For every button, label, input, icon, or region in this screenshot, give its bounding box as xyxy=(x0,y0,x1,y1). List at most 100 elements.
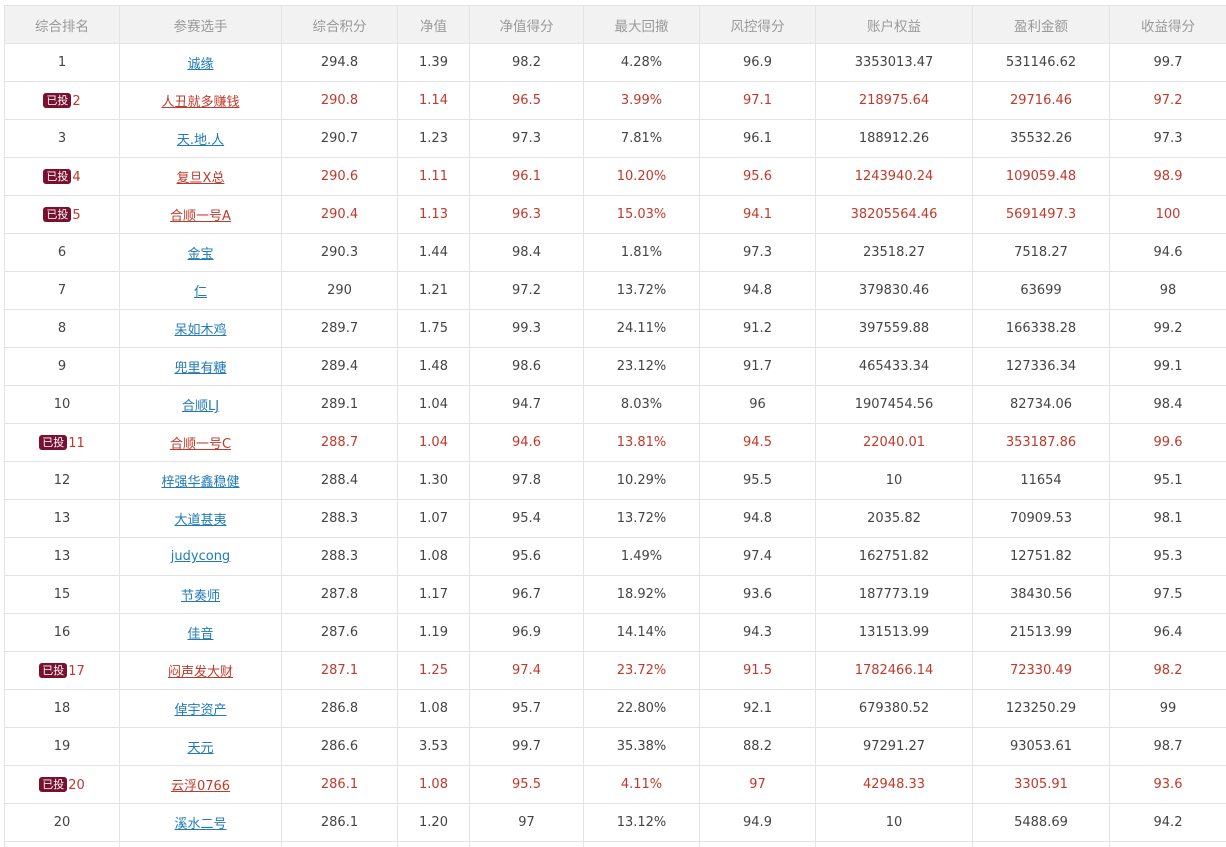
cell-account-equity: 1782466.14 xyxy=(815,651,973,690)
cell-profit: 70909.53 xyxy=(972,499,1110,538)
invested-badge: 已投 xyxy=(39,776,68,792)
rank-number: 16 xyxy=(53,625,71,640)
cell-return-score: 93.6 xyxy=(1109,765,1226,804)
cell-risk-score: 91.2 xyxy=(699,309,816,348)
player-name-link[interactable]: 天元 xyxy=(187,741,214,756)
header-nav[interactable]: 净值 xyxy=(397,5,470,44)
cell-total-score: 286.1 xyxy=(281,765,398,804)
table-header-row: 综合排名 参赛选手 综合积分 净值 净值得分 最大回撤 风控得分 账户权益 盈利… xyxy=(4,5,1226,44)
player-name-link[interactable]: 呆如木鸡 xyxy=(174,323,227,338)
player-name-link[interactable]: 佳音 xyxy=(187,627,214,642)
player-name-link[interactable]: 天.地.人 xyxy=(176,133,225,148)
player-name-link[interactable]: 大道甚夷 xyxy=(174,513,227,528)
invested-badge: 已投 xyxy=(43,92,72,108)
cell-risk-score: 94.1 xyxy=(699,195,816,234)
header-nav-score[interactable]: 净值得分 xyxy=(469,5,584,44)
cell-return-score: 99 xyxy=(1109,689,1226,728)
cell-max-drawdown: 4.11% xyxy=(583,765,700,804)
cell-nav xyxy=(397,841,470,847)
cell-player: 节奏师 xyxy=(119,575,282,614)
cell-return-score: 95.3 xyxy=(1109,537,1226,576)
rank-number: 18 xyxy=(53,701,71,716)
player-name-link[interactable]: 节奏师 xyxy=(180,589,220,604)
cell-rank: 15 xyxy=(4,575,120,614)
cell-return-score: 94.6 xyxy=(1109,233,1226,272)
cell-nav: 1.25 xyxy=(397,651,470,690)
cell-player: 溪水二号 xyxy=(119,803,282,842)
cell-profit: 166338.28 xyxy=(972,309,1110,348)
player-name-link[interactable]: 金宝 xyxy=(187,247,214,262)
player-name-link[interactable]: 倬宇资产 xyxy=(174,703,227,718)
player-name-link[interactable]: 诚缘 xyxy=(187,57,214,72)
invested-badge: 已投 xyxy=(39,662,68,678)
player-name-link[interactable]: 人丑就多赚钱 xyxy=(161,95,240,110)
cell-account-equity: 679380.52 xyxy=(815,689,973,728)
header-max-drawdown[interactable]: 最大回撤 xyxy=(583,5,700,44)
cell-risk-score: 94.5 xyxy=(699,423,816,462)
rank-number: 4 xyxy=(72,169,81,185)
cell-nav: 1.23 xyxy=(397,119,470,158)
cell-profit: 63699 xyxy=(972,271,1110,310)
cell-max-drawdown: 10.20% xyxy=(583,157,700,196)
cell-total-score: 294.8 xyxy=(281,43,398,82)
player-name-link[interactable]: 合顺一号A xyxy=(170,209,231,224)
cell-rank: 18 xyxy=(4,689,120,728)
player-name-link[interactable]: 兜里有糖 xyxy=(174,361,227,376)
rank-number: 20 xyxy=(68,777,85,793)
rank-number: 13 xyxy=(53,511,71,526)
header-return-score[interactable]: 收益得分 xyxy=(1109,5,1226,44)
cell-player: judycong xyxy=(119,537,282,576)
cell-total-score: 290.4 xyxy=(281,195,398,234)
table-row: 已投 2 人丑就多赚钱 290.8 1.14 96.5 3.99% 97.1 218975.64… xyxy=(4,81,1226,120)
cell-account-equity xyxy=(815,841,973,847)
cell-nav: 1.19 xyxy=(397,613,470,652)
player-name-link[interactable]: 复旦X总 xyxy=(176,171,225,186)
cell-max-drawdown: 35.38% xyxy=(583,727,700,766)
ranking-table: 综合排名 参赛选手 综合积分 净值 净值得分 最大回撤 风控得分 账户权益 盈利… xyxy=(4,5,1226,847)
cell-account-equity: 22040.01 xyxy=(815,423,973,462)
player-name-link[interactable]: 梓强华鑫稳健 xyxy=(161,475,240,490)
player-name-link[interactable]: judycong xyxy=(170,549,231,564)
player-name-link[interactable]: 合顺一号C xyxy=(169,437,232,452)
header-rank[interactable]: 综合排名 xyxy=(4,5,120,44)
cell-account-equity: 465433.34 xyxy=(815,347,973,386)
cell-profit: 531146.62 xyxy=(972,43,1110,82)
player-name-link[interactable]: 仁 xyxy=(193,285,207,300)
cell-return-score: 98.4 xyxy=(1109,385,1226,424)
cell-max-drawdown: 23.12% xyxy=(583,347,700,386)
cell-account-equity: 97291.27 xyxy=(815,727,973,766)
player-name-link[interactable]: 溪水二号 xyxy=(174,817,227,832)
cell-account-equity: 379830.46 xyxy=(815,271,973,310)
header-risk-score[interactable]: 风控得分 xyxy=(699,5,816,44)
cell-max-drawdown: 24.11% xyxy=(583,309,700,348)
cell-return-score: 100 xyxy=(1109,195,1226,234)
header-profit[interactable]: 盈利金额 xyxy=(972,5,1110,44)
cell-risk-score: 93.6 xyxy=(699,575,816,614)
cell-rank: 8 xyxy=(4,309,120,348)
header-total-score[interactable]: 综合积分 xyxy=(281,5,398,44)
table-row: 9 兜里有糖 289.4 1.48 98.6 23.12% 91.7 465433.34 127… xyxy=(4,347,1226,386)
cell-rank: 10 xyxy=(4,385,120,424)
player-name-link[interactable]: 闷声发大财 xyxy=(167,665,233,680)
player-name-link[interactable]: 云浮0766 xyxy=(170,779,231,794)
cell-rank: 已投 20 xyxy=(4,765,120,804)
table-row: 10 合顺LJ 289.1 1.04 94.7 8.03% 96 1907454.56 8273… xyxy=(4,385,1226,424)
cell-player: 梓强华鑫稳健 xyxy=(119,461,282,500)
cell-nav-score: 97.3 xyxy=(469,119,584,158)
cell-risk-score: 97.3 xyxy=(699,233,816,272)
rank-number: 2 xyxy=(72,93,81,109)
cell-account-equity: 188912.26 xyxy=(815,119,973,158)
header-account-equity[interactable]: 账户权益 xyxy=(815,5,973,44)
cell-profit: 3305.91 xyxy=(972,765,1110,804)
player-name-link[interactable]: 合顺LJ xyxy=(181,399,220,414)
cell-nav-score: 98.2 xyxy=(469,43,584,82)
cell-return-score: 97.2 xyxy=(1109,81,1226,120)
table-row: 15 节奏师 287.8 1.17 96.7 18.92% 93.6 187773.19 384… xyxy=(4,575,1226,614)
header-player[interactable]: 参赛选手 xyxy=(119,5,282,44)
cell-max-drawdown: 1.81% xyxy=(583,233,700,272)
cell-max-drawdown: 13.81% xyxy=(583,423,700,462)
cell-rank: 13 xyxy=(4,537,120,576)
cell-risk-score: 96.9 xyxy=(699,43,816,82)
cell-risk-score: 97.4 xyxy=(699,537,816,576)
cell-player: 仁 xyxy=(119,271,282,310)
